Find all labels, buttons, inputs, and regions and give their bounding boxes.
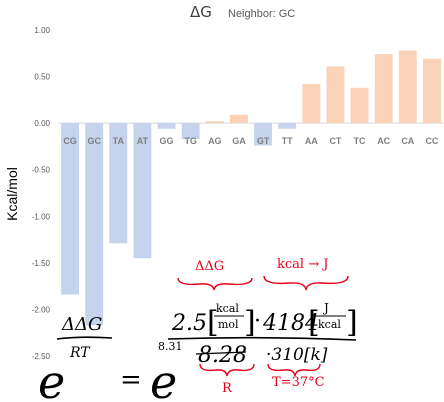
bar-ag (205, 121, 224, 124)
category-label: AT (137, 136, 149, 146)
handwritten-equation: ΔΔG RT e = e ΔΔG kcal → J 2.5 [ kcal mol… (38, 257, 358, 402)
bar-tt (278, 123, 297, 129)
y-axis-ticks: 1.00 0.50 0.00 -0.50 -1.00 -1.50 -2.00 -2.50 (32, 26, 51, 361)
brace-temperature (267, 363, 321, 377)
brace-r (199, 363, 255, 377)
category-label: CG (63, 136, 77, 146)
numerator-value: 2.5 (171, 311, 207, 336)
category-label: CA (401, 136, 414, 146)
bar-ac (374, 54, 393, 124)
bar-gt (254, 123, 272, 146)
bar-tc (350, 87, 369, 124)
temperature-value: ·310[k] (266, 345, 328, 365)
bracket-close-2: ] (346, 305, 358, 340)
bracket-close-1: ] (244, 305, 256, 340)
bracket-open-2: [ (308, 305, 320, 340)
bar-ct (326, 66, 345, 124)
y-tick-label: 1.00 (34, 26, 50, 35)
strike-r-value (195, 351, 247, 355)
category-label: GG (160, 136, 174, 146)
bar-ca (398, 50, 417, 124)
bar-ta (109, 123, 128, 244)
bar-at (133, 123, 152, 259)
label-delta-delta-g: ΔΔG (195, 259, 224, 274)
category-label: GC (87, 136, 101, 146)
label-r: R (222, 381, 233, 396)
category-label: TC (354, 136, 366, 146)
euler-e-right: e (150, 355, 177, 402)
category-label: GA (232, 136, 246, 146)
category-label: CT (329, 136, 341, 146)
category-label: AG (208, 136, 222, 146)
y-axis-label: Kcal/mol (4, 167, 20, 221)
bracket-open-1: [ (207, 305, 219, 340)
category-label: TA (113, 136, 125, 146)
category-label: CC (425, 136, 438, 146)
multiply-dot: · (254, 309, 261, 334)
unit-mol-bottom: mol (218, 318, 239, 331)
chart-subtitle: Neighbor: GC (228, 8, 295, 20)
unit-kcal-bottom: kcal (318, 318, 341, 331)
category-label: GT (257, 136, 270, 146)
fraction-bar (56, 336, 113, 340)
category-labels: CG GC TA AT GG TG AG GA GT TT AA CT TC AC CA CC (63, 136, 439, 146)
bar-cc (423, 58, 441, 124)
bar-gg (157, 123, 176, 129)
fraction-denominator: RT (69, 345, 91, 361)
label-kcal-to-joule: kcal → J (277, 257, 328, 272)
brace-kcal-to-joule (263, 275, 349, 291)
unit-kcal-top: kcal (216, 302, 239, 315)
chart-title: ΔG (190, 3, 212, 21)
bar-aa (302, 84, 321, 124)
equals-sign: = (120, 365, 142, 395)
conversion-factor: 4184 (262, 311, 319, 336)
unit-j-top: J (322, 301, 329, 315)
r-value-small: 8.31 (158, 340, 183, 353)
category-label: TT (282, 136, 293, 146)
y-tick-label: 0.00 (34, 119, 50, 128)
bar-tg (181, 123, 200, 139)
y-tick-label: -1.50 (32, 259, 51, 268)
bar-cg (61, 123, 79, 295)
euler-e-left: e (38, 355, 65, 402)
label-temperature: T=37°C (272, 375, 325, 390)
fraction-numerator: ΔΔG (61, 314, 102, 335)
r-value-crossed: 8.28 (198, 343, 247, 368)
y-tick-label: -2.50 (32, 352, 51, 361)
exponent-fraction-bar (167, 336, 357, 341)
y-tick-label: -1.00 (32, 212, 51, 221)
y-tick-label: 0.50 (34, 73, 50, 82)
brace-ddg (177, 277, 253, 291)
bar-ga (230, 114, 248, 124)
y-tick-label: -0.50 (32, 166, 51, 175)
category-label: TG (184, 136, 197, 146)
category-label: AC (377, 136, 390, 146)
category-label: AA (305, 136, 318, 146)
y-tick-label: -2.00 (32, 305, 51, 314)
bar-gc (85, 123, 104, 326)
plot-area (58, 50, 444, 326)
